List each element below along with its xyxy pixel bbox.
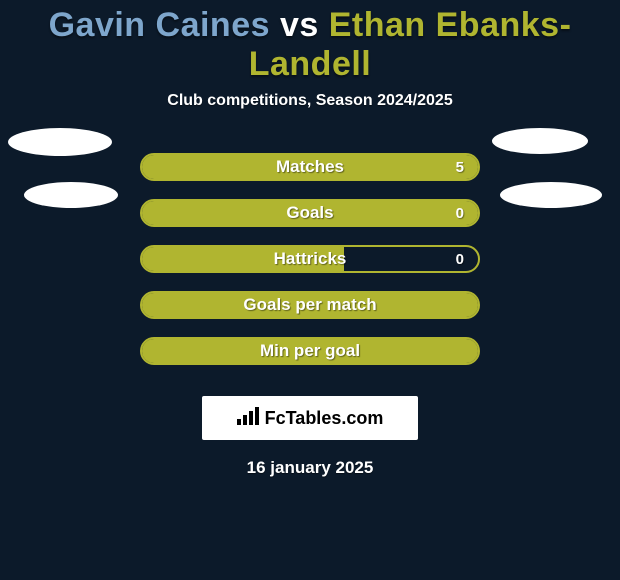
player-a-name: Gavin Caines bbox=[49, 6, 270, 44]
stat-bar: Hattricks0 bbox=[140, 245, 480, 273]
stat-row: Min per goal bbox=[0, 328, 620, 374]
stat-bar: Goals0 bbox=[140, 199, 480, 227]
decorative-ellipse bbox=[24, 182, 118, 208]
stat-bar-fill bbox=[142, 293, 478, 317]
stat-bar-fill bbox=[142, 155, 478, 179]
stat-bar-fill bbox=[142, 247, 344, 271]
stat-bar-fill bbox=[142, 339, 478, 363]
stat-bar: Matches5 bbox=[140, 153, 480, 181]
stat-bar: Goals per match bbox=[140, 291, 480, 319]
logo-label: FcTables.com bbox=[265, 408, 384, 429]
stat-bar-fill bbox=[142, 201, 478, 225]
vs-separator: vs bbox=[270, 6, 329, 44]
comparison-title: Gavin Caines vs Ethan Ebanks-Landell bbox=[0, 6, 620, 84]
stat-rows: Matches5 Goals0 Hattricks0 Goals per match M… bbox=[0, 144, 620, 374]
decorative-ellipse bbox=[8, 128, 112, 156]
bars-icon bbox=[237, 407, 259, 430]
season-subtitle: Club competitions, Season 2024/2025 bbox=[0, 92, 620, 110]
logo-text: FcTables.com bbox=[237, 407, 384, 430]
decorative-ellipse bbox=[500, 182, 602, 208]
stat-row: Hattricks0 bbox=[0, 236, 620, 282]
stat-value: 5 bbox=[456, 155, 464, 179]
stat-value: 0 bbox=[456, 201, 464, 225]
snapshot-date: 16 january 2025 bbox=[0, 458, 620, 478]
decorative-ellipse bbox=[492, 128, 588, 154]
stat-value: 0 bbox=[456, 247, 464, 271]
logo-box: FcTables.com bbox=[202, 396, 418, 440]
stat-row: Goals per match bbox=[0, 282, 620, 328]
stat-bar: Min per goal bbox=[140, 337, 480, 365]
